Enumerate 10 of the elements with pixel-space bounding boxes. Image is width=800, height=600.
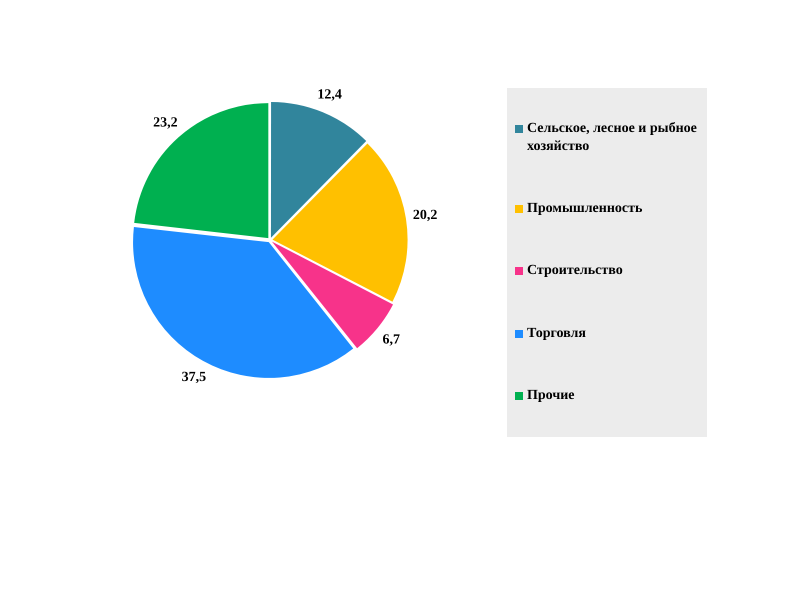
data-label: 37,5 bbox=[182, 370, 206, 385]
data-label: 12,4 bbox=[317, 87, 342, 102]
legend-label: Сельское, лесное и рыбное хозяйство bbox=[527, 120, 698, 156]
legend-label: Торговля bbox=[527, 324, 586, 343]
legend-label: Прочие bbox=[527, 386, 574, 405]
data-label: 6,7 bbox=[382, 332, 400, 348]
legend-label: Строительство bbox=[527, 262, 623, 280]
data-label: 23,2 bbox=[153, 115, 178, 130]
legend-label: Промышленность bbox=[527, 200, 642, 218]
data-label: 20,2 bbox=[412, 208, 438, 224]
